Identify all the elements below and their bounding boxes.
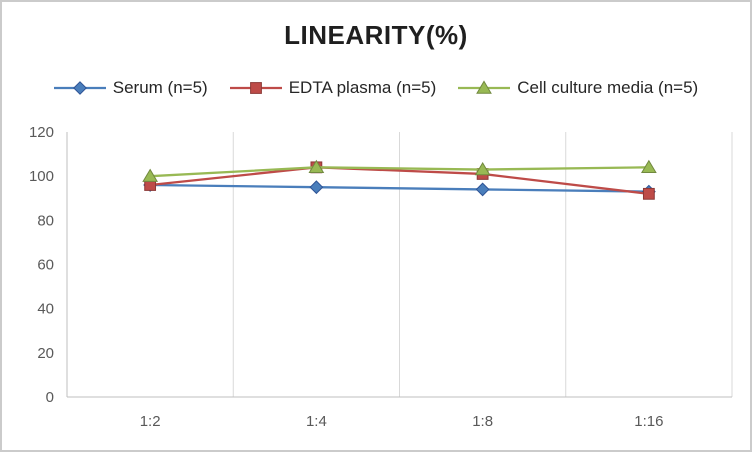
legend-square-swatch: [229, 82, 282, 94]
triangle-marker: [142, 168, 159, 182]
triangle-marker: [308, 159, 325, 174]
legend-triangle-swatch: [458, 80, 511, 94]
legend-label: Serum (n=5): [112, 78, 208, 97]
square-marker: [642, 187, 655, 200]
diamond-marker: [309, 180, 324, 195]
x-tick-label: 1:4: [306, 413, 327, 430]
legend-diamond-swatch: [53, 81, 106, 95]
diamond-marker: [72, 81, 87, 95]
series-line: [150, 166, 650, 195]
y-tick-label: 20: [37, 345, 54, 362]
diamond-marker: [475, 182, 490, 197]
legend-label: EDTA plasma (n=5): [288, 78, 437, 97]
y-tick-label: 60: [37, 257, 54, 274]
legend-label: Cell culture media (n=5): [517, 78, 699, 97]
y-tick-label: 80: [37, 212, 54, 229]
series-line: [150, 166, 649, 178]
triangle-marker: [640, 159, 657, 174]
x-tick-label: 1:8: [472, 413, 493, 430]
legend-item: Cell culture media (n=5): [458, 78, 698, 98]
x-tick-label: 1:16: [634, 413, 663, 430]
legend: Serum (n=5) EDTA plasma (n=5) Cell culture…: [2, 78, 750, 98]
legend-item: EDTA plasma (n=5): [229, 78, 437, 98]
y-tick-label: 100: [29, 168, 54, 185]
triangle-marker: [476, 80, 493, 94]
x-tick-label: 1:2: [140, 413, 161, 430]
y-tick-label: 120: [29, 124, 54, 141]
chart-title: LINEARITY(%): [284, 20, 468, 50]
square-marker: [249, 82, 262, 94]
triangle-marker: [474, 161, 491, 176]
legend-item: Serum (n=5): [53, 78, 208, 98]
y-tick-label: 0: [46, 389, 54, 406]
series-line: [150, 183, 649, 193]
y-tick-label: 40: [37, 301, 54, 318]
